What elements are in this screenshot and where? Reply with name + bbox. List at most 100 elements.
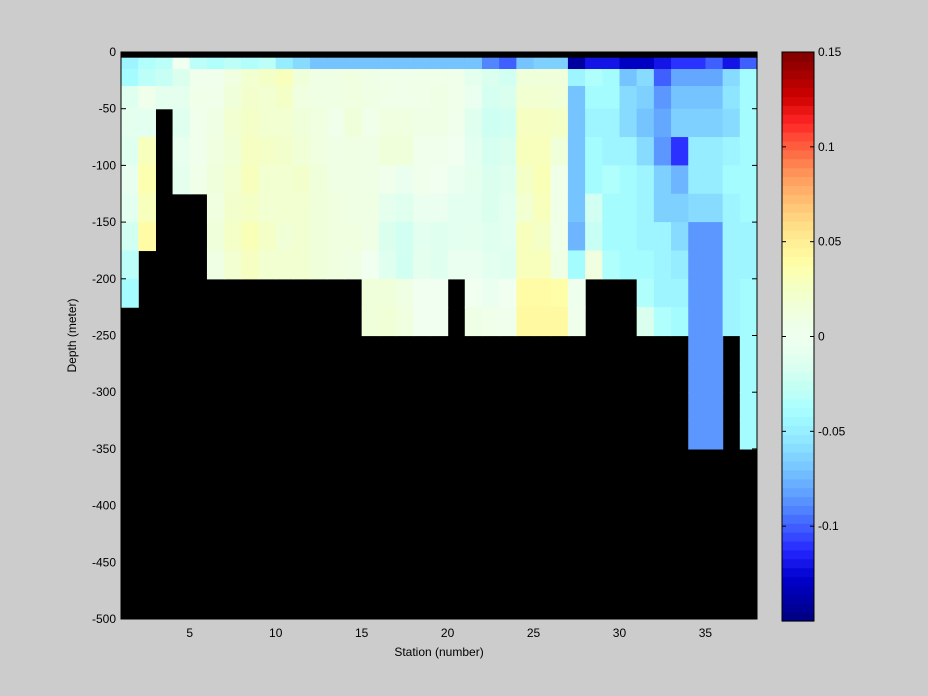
heatmap-cell bbox=[550, 57, 569, 70]
heatmap-cell bbox=[396, 108, 414, 138]
heatmap-cell bbox=[138, 57, 156, 70]
y-tick-label: -150 bbox=[92, 215, 116, 229]
heatmap-cell bbox=[464, 69, 483, 87]
colorbar-swatch bbox=[782, 372, 814, 382]
heatmap-cell bbox=[258, 57, 277, 70]
heatmap-cell bbox=[550, 193, 569, 223]
heatmap-cell bbox=[567, 307, 586, 337]
heatmap-cell bbox=[413, 52, 432, 59]
heatmap-cell bbox=[155, 69, 174, 87]
y-tick-label: 0 bbox=[109, 45, 116, 59]
colorbar-swatch bbox=[782, 354, 814, 364]
heatmap-cell bbox=[722, 108, 741, 138]
colorbar-swatch bbox=[782, 380, 814, 391]
heatmap-cell bbox=[739, 69, 758, 87]
heatmap-cell bbox=[464, 307, 483, 337]
heatmap-cell bbox=[722, 69, 741, 87]
heatmap-cell bbox=[533, 137, 552, 166]
heatmap-cell bbox=[378, 193, 397, 223]
heatmap-cell bbox=[189, 137, 208, 166]
heatmap-cell bbox=[413, 250, 432, 280]
heatmap-cell bbox=[585, 52, 603, 59]
y-tick-label: -300 bbox=[92, 385, 116, 399]
heatmap-cell bbox=[499, 137, 517, 166]
heatmap-cell bbox=[671, 52, 689, 59]
heatmap-cell bbox=[567, 137, 586, 166]
heatmap-cell bbox=[671, 165, 689, 195]
heatmap-cell bbox=[121, 278, 139, 308]
heatmap-cell bbox=[688, 335, 707, 365]
heatmap-cell bbox=[722, 307, 741, 337]
heatmap-cell bbox=[292, 193, 311, 223]
colorbar-swatch bbox=[782, 496, 814, 507]
colorbar-swatch bbox=[782, 558, 814, 569]
heatmap-cell bbox=[688, 307, 707, 337]
heatmap-cell bbox=[189, 69, 208, 87]
heatmap-cell bbox=[585, 250, 603, 280]
colorbar-swatch bbox=[782, 167, 814, 178]
heatmap-cell bbox=[636, 250, 655, 280]
heatmap-cell bbox=[688, 165, 707, 195]
heatmap-cell bbox=[481, 108, 500, 138]
heatmap-cell bbox=[481, 222, 500, 252]
heatmap-cell bbox=[378, 108, 397, 138]
heatmap-cell bbox=[705, 52, 724, 59]
heatmap-cell bbox=[481, 278, 500, 308]
heatmap-cell bbox=[567, 86, 586, 110]
heatmap-cell bbox=[722, 278, 741, 308]
x-tick-label: 30 bbox=[613, 626, 627, 640]
x-axis-label: Station (number) bbox=[394, 645, 483, 659]
heatmap-cell bbox=[653, 278, 672, 308]
heatmap-cell bbox=[705, 108, 724, 138]
heatmap-cell bbox=[310, 222, 328, 252]
colorbar-swatch bbox=[782, 407, 814, 418]
heatmap-cell bbox=[224, 57, 242, 70]
heatmap-cell bbox=[430, 57, 449, 70]
colorbar-tick-label: 0 bbox=[818, 330, 825, 344]
colorbar-swatch bbox=[782, 256, 814, 266]
heatmap-cell bbox=[481, 57, 500, 70]
colorbar-swatch bbox=[782, 149, 814, 160]
heatmap-cell bbox=[653, 108, 672, 138]
heatmap-cell bbox=[378, 222, 397, 252]
heatmap-cell bbox=[413, 278, 432, 308]
heatmap-cell bbox=[567, 278, 586, 308]
heatmap-cell bbox=[739, 363, 758, 393]
heatmap-cell bbox=[602, 137, 621, 166]
x-tick-label: 5 bbox=[186, 626, 193, 640]
heatmap-cell bbox=[516, 108, 535, 138]
heatmap-cell bbox=[671, 222, 689, 252]
heatmap-cell bbox=[172, 57, 191, 70]
heatmap-cell bbox=[430, 108, 449, 138]
colorbar-swatch bbox=[782, 123, 814, 133]
heatmap-cell bbox=[705, 420, 724, 450]
colorbar-swatch bbox=[782, 176, 814, 186]
heatmap-cell bbox=[361, 86, 380, 110]
colorbar-swatch bbox=[782, 505, 814, 515]
heatmap-cell bbox=[585, 57, 603, 70]
heatmap-cell bbox=[567, 250, 586, 280]
heatmap-cell bbox=[206, 108, 225, 138]
heatmap-cell bbox=[602, 165, 621, 195]
heatmap-cell bbox=[464, 165, 483, 195]
heatmap-cell bbox=[653, 250, 672, 280]
heatmap-cell bbox=[327, 193, 346, 223]
heatmap-cell bbox=[275, 69, 294, 87]
heatmap-cell bbox=[585, 86, 603, 110]
colorbar-swatch bbox=[782, 194, 814, 204]
heatmap-cell bbox=[585, 69, 603, 87]
heatmap-cell bbox=[671, 86, 689, 110]
heatmap-cell bbox=[430, 222, 449, 252]
heatmap-cell bbox=[430, 250, 449, 280]
colorbar-swatch bbox=[782, 292, 814, 302]
heatmap-cell bbox=[636, 137, 655, 166]
heatmap-cell bbox=[189, 165, 208, 195]
heatmap-cell bbox=[292, 86, 311, 110]
heatmap-cell bbox=[602, 52, 621, 59]
x-tick-label: 10 bbox=[269, 626, 283, 640]
heatmap-cell bbox=[138, 137, 156, 166]
colorbar-swatch bbox=[782, 416, 814, 427]
heatmap-cell bbox=[224, 193, 242, 223]
heatmap-cell bbox=[361, 222, 380, 252]
colorbar-swatch bbox=[782, 460, 814, 471]
